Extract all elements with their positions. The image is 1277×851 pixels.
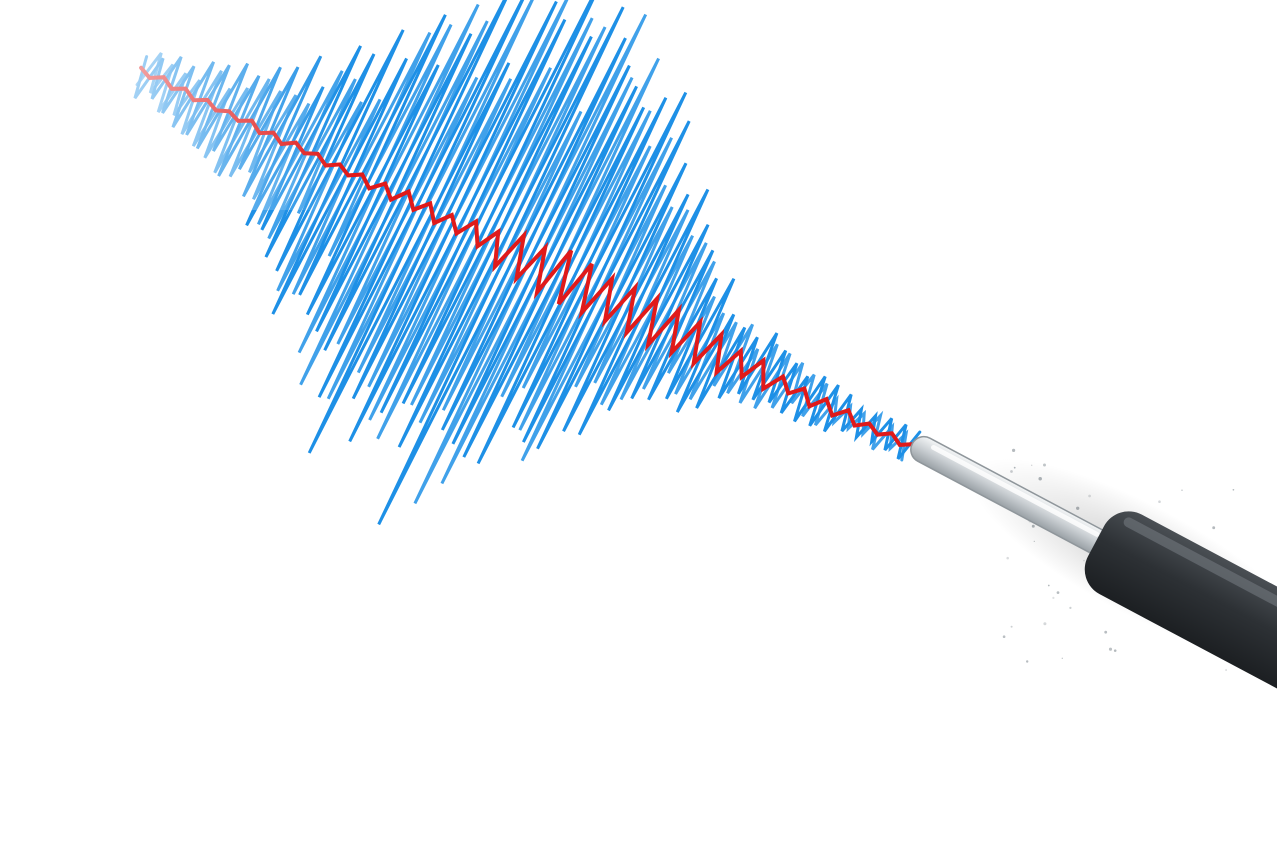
speckle-dot — [1052, 596, 1055, 600]
speckle-dot — [1108, 647, 1113, 651]
speckle-dot — [1181, 489, 1183, 492]
pen-body-highlight — [1123, 517, 1277, 664]
speckle-dot — [1232, 488, 1235, 491]
speckle-dot — [1061, 657, 1063, 659]
speckle-dot — [1010, 625, 1013, 628]
speckle-dot — [1043, 622, 1047, 626]
fade-overlay — [80, 30, 340, 210]
speckle-dot — [1225, 669, 1228, 671]
speckle-dot — [1047, 584, 1050, 587]
speckle-dot — [1158, 500, 1161, 504]
speckle-dot — [1002, 635, 1006, 639]
speckle-dot — [1056, 591, 1060, 594]
speckle-dot — [1113, 649, 1117, 652]
seismograph-pen — [910, 435, 1277, 727]
speckle-dot — [1026, 660, 1029, 663]
pen-tip-highlight — [931, 444, 1100, 537]
speckle-dot — [1006, 556, 1009, 560]
speckle-dot — [1069, 606, 1072, 610]
speckle-dot — [1212, 526, 1216, 530]
speckle-dot — [1012, 448, 1016, 452]
speckle-dot — [1104, 630, 1108, 634]
pen-body — [1084, 511, 1277, 727]
